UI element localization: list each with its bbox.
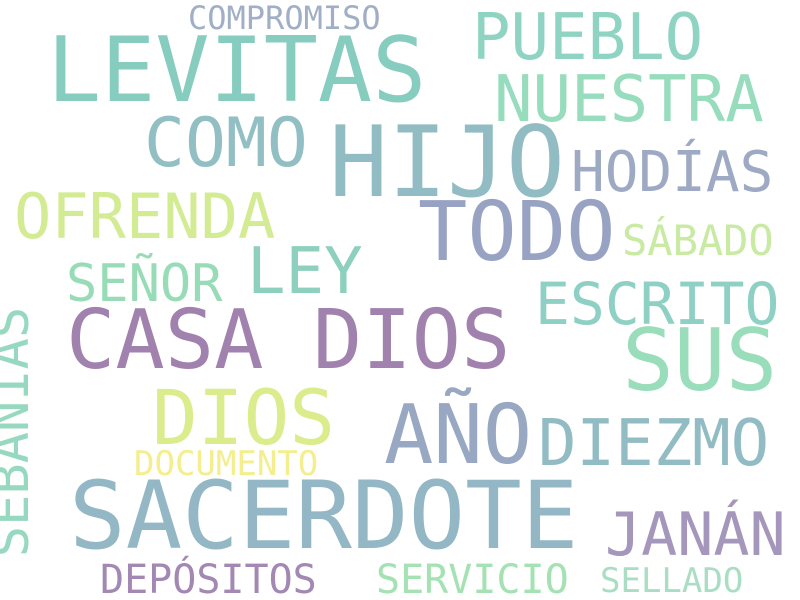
word-senor: SEÑOR	[66, 254, 223, 314]
word-ofrenda: OFRENDA	[14, 180, 276, 253]
word-nuestra: NUESTRA	[494, 63, 764, 137]
word-diezmo: DIEZMO	[538, 407, 770, 481]
word-sus: SUS	[622, 311, 778, 411]
word-janan: JANÁN	[605, 500, 786, 570]
word-dios: DIOS	[152, 373, 336, 462]
word-pueblo: PUEBLO	[472, 1, 704, 75]
word-documento: DOCUMENTO	[134, 444, 319, 484]
word-todo: TODO	[418, 185, 616, 280]
word-como: COMO	[144, 104, 308, 183]
word-sabado: SÁBADO	[622, 216, 774, 265]
word-compromiso: COMPROMISO	[188, 0, 381, 37]
word-casa-dios: CASA DIOS	[66, 293, 511, 388]
word-ano: AÑO	[384, 388, 533, 483]
word-servicio: SERVICIO	[376, 557, 569, 600]
word-hodias: HODÍAS	[571, 140, 774, 205]
word-depositos: DEPÓSITOS	[100, 557, 317, 600]
word-levitas: LEVITAS	[47, 18, 427, 123]
word-sellado: SELLADO	[600, 561, 744, 600]
word-sebanias: SEBANÍAS	[0, 306, 42, 558]
word-sacerdote: SACERDOTE	[69, 462, 579, 571]
word-ley: LEY	[247, 235, 363, 309]
word-escrito: ESCRITO	[535, 270, 780, 338]
word-hijo: HIJO	[329, 106, 566, 220]
